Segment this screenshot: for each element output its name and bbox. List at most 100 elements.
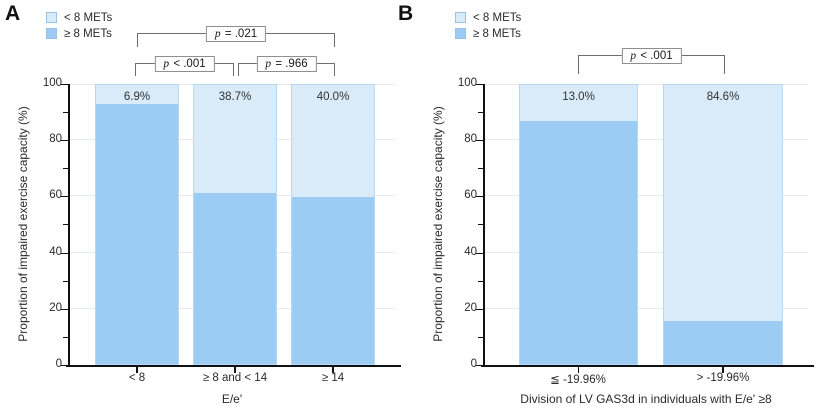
- y-tick-label: 40: [464, 246, 477, 258]
- y-axis-title: Proportion of impaired exercise capacity…: [431, 106, 445, 342]
- y-axis-spine: [68, 84, 70, 367]
- bar-value-label: 38.7%: [218, 91, 252, 103]
- y-tick-minor: [63, 111, 70, 113]
- x-tick: [234, 367, 236, 373]
- legend-item: ≥ 8 METs: [46, 27, 112, 40]
- y-tick-minor: [63, 223, 70, 225]
- y-tick: [476, 139, 485, 141]
- bar-value-label: 6.9%: [123, 91, 151, 103]
- bar: 40.0%: [291, 84, 375, 365]
- y-tick: [61, 83, 70, 85]
- y-tick-minor: [478, 336, 485, 338]
- p-value-box: p = .966: [256, 56, 317, 72]
- legend-swatch-dark-icon: [455, 28, 466, 39]
- y-tick-minor: [63, 167, 70, 169]
- bar-segment-light: [194, 85, 276, 193]
- y-tick-minor: [63, 280, 70, 282]
- x-tick: [332, 367, 334, 373]
- gridline: [485, 308, 808, 309]
- legend-item: < 8 METs: [455, 11, 521, 24]
- y-tick: [61, 195, 70, 197]
- y-tick: [476, 308, 485, 310]
- y-tick-minor: [478, 280, 485, 282]
- y-tick: [476, 364, 485, 366]
- p-value-box: p < .001: [154, 56, 215, 72]
- significance-bracket: p < .001: [578, 48, 725, 74]
- y-tick-label: 40: [49, 246, 62, 258]
- significance-bracket: p < .001: [135, 56, 234, 76]
- bar-segment-dark: [194, 192, 276, 364]
- x-tick-label: ≥ 8 and < 14: [202, 372, 268, 384]
- y-tick-label: 20: [49, 302, 62, 314]
- x-tick: [722, 367, 724, 373]
- bar-segment-dark: [292, 196, 374, 364]
- y-tick: [476, 252, 485, 254]
- y-tick: [61, 364, 70, 366]
- panel-a: A < 8 METs ≥ 8 METs 6.9% 38.7%: [0, 0, 412, 412]
- legend-label: ≥ 8 METs: [473, 27, 521, 40]
- x-tick-label: ≦ -19.96%: [550, 374, 606, 386]
- bar-value-label: 40.0%: [316, 91, 350, 103]
- y-tick-label: 100: [457, 77, 477, 89]
- plot-area-a: 6.9% 38.7% 40.0% 0 20 40 60 80 100: [43, 77, 401, 373]
- panel-a-letter: A: [5, 2, 21, 25]
- y-tick-label: 100: [42, 77, 62, 89]
- bar-segment-dark: [96, 104, 178, 364]
- x-axis-title: Division of LV GAS3d in individuals with…: [520, 392, 772, 406]
- panel-b: B < 8 METs ≥ 8 METs 13.0% 84.6%: [395, 0, 825, 412]
- significance-bracket: p = .021: [137, 26, 335, 47]
- bar-segment-light: [292, 85, 374, 197]
- legend-a: < 8 METs ≥ 8 METs: [46, 11, 112, 43]
- y-tick-label: 20: [464, 302, 477, 314]
- bar: 84.6%: [663, 84, 783, 365]
- legend-b: < 8 METs ≥ 8 METs: [455, 11, 521, 43]
- bar: 13.0%: [519, 84, 638, 365]
- y-tick-label: 60: [464, 189, 477, 201]
- significance-bracket: p = .966: [238, 56, 335, 76]
- bar-segment-dark: [520, 121, 637, 364]
- y-tick-label: 0: [55, 358, 62, 370]
- legend-swatch-light-icon: [455, 12, 466, 23]
- bar-segment-dark: [664, 321, 782, 364]
- bar: 38.7%: [193, 84, 277, 365]
- x-tick-label: ≥ 14: [321, 372, 345, 384]
- y-tick-label: 0: [470, 358, 477, 370]
- y-axis-spine: [483, 84, 485, 367]
- legend-label: < 8 METs: [473, 11, 522, 24]
- bar-segment-light: [664, 85, 782, 322]
- x-tick-label: > -19.96%: [696, 372, 750, 384]
- x-axis-spine: [66, 365, 401, 367]
- panel-b-letter: B: [398, 2, 414, 25]
- gridline: [485, 195, 808, 196]
- gridline: [485, 252, 808, 253]
- y-tick: [61, 139, 70, 141]
- legend-label: < 8 METs: [64, 11, 113, 24]
- y-tick-minor: [478, 111, 485, 113]
- bar-value-label: 84.6%: [706, 91, 740, 103]
- y-axis-title: Proportion of impaired exercise capacity…: [16, 106, 30, 342]
- p-value-box: p = .021: [205, 26, 267, 42]
- legend-item: < 8 METs: [46, 11, 112, 24]
- bar-segment-light: [96, 85, 178, 105]
- x-tick: [136, 367, 138, 373]
- y-tick-label: 80: [464, 133, 477, 145]
- x-tick: [577, 367, 579, 373]
- bar: 6.9%: [95, 84, 179, 365]
- x-tick-label: < 8: [128, 372, 146, 384]
- plot-area-b: 13.0% 84.6% 0 20 40 60 80 100: [458, 77, 814, 373]
- legend-swatch-dark-icon: [46, 28, 57, 39]
- y-tick-minor: [478, 167, 485, 169]
- y-tick: [61, 252, 70, 254]
- y-tick-minor: [63, 336, 70, 338]
- x-axis-spine: [481, 365, 814, 367]
- p-value-box: p < .001: [621, 48, 682, 64]
- y-tick-label: 80: [49, 133, 62, 145]
- y-tick-minor: [478, 223, 485, 225]
- gridline: [485, 84, 808, 85]
- legend-label: ≥ 8 METs: [64, 27, 112, 40]
- bar-segment-light: [520, 85, 637, 122]
- bar-value-label: 13.0%: [562, 91, 595, 103]
- y-tick: [61, 308, 70, 310]
- y-tick: [476, 195, 485, 197]
